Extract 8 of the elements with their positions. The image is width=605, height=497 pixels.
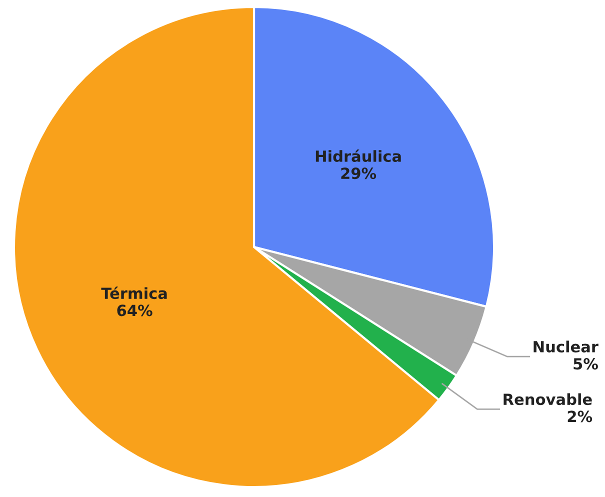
slice-label: Hidráulica bbox=[316, 150, 401, 162]
data-label: 29% bbox=[341, 168, 376, 180]
slice-label: Nuclear bbox=[534, 340, 598, 352]
data-label: 5% bbox=[574, 358, 598, 370]
slice-label: Térmica bbox=[101, 286, 167, 300]
data-label: 2% bbox=[568, 410, 592, 422]
data-label: 64% bbox=[117, 304, 152, 316]
slice-label: Renovable bbox=[504, 393, 592, 406]
